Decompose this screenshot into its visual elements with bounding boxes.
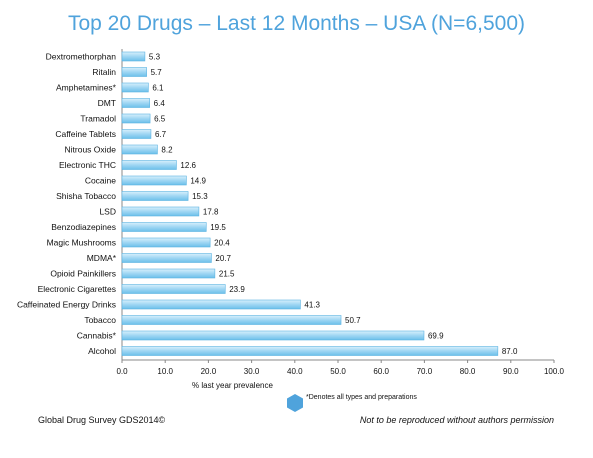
data-label: 17.8 xyxy=(203,208,219,217)
data-label: 8.2 xyxy=(161,146,173,155)
category-label: Caffeine Tablets xyxy=(55,129,116,139)
x-tick-label: 40.0 xyxy=(287,367,303,376)
bar xyxy=(121,51,146,62)
bar xyxy=(121,253,212,263)
x-tick-label: 100.0 xyxy=(544,367,565,376)
category-label: Electronic Cigarettes xyxy=(38,284,116,294)
x-tick-label: 80.0 xyxy=(460,367,476,376)
data-label: 69.9 xyxy=(428,332,444,341)
data-label: 20.4 xyxy=(214,239,230,248)
category-label: MDMA* xyxy=(87,253,117,263)
bar-chart: Dextromethorphan 5.3 Ritalin 5.7 Amphetamine… xyxy=(17,49,565,376)
legend: *Denotes all types and preparations xyxy=(286,393,417,413)
category-label: Tramadol xyxy=(80,114,116,124)
bar xyxy=(121,160,177,170)
category-label: Electronic THC xyxy=(59,160,116,170)
data-label: 14.9 xyxy=(190,177,206,186)
bar xyxy=(121,82,149,93)
bar xyxy=(121,284,226,294)
footer-source: Global Drug Survey GDS2014© xyxy=(38,415,166,425)
category-label: Alcohol xyxy=(88,346,116,356)
bar xyxy=(121,67,147,77)
data-label: 5.7 xyxy=(151,68,163,77)
x-tick-label: 20.0 xyxy=(201,367,217,376)
category-label: Cannabis* xyxy=(77,331,117,341)
data-label: 5.3 xyxy=(149,53,161,62)
data-label: 23.9 xyxy=(229,285,245,294)
category-label: Dextromethorphan xyxy=(46,52,117,62)
data-label: 15.3 xyxy=(192,192,208,201)
x-tick-label: 90.0 xyxy=(503,367,519,376)
category-label: Cocaine xyxy=(85,176,116,186)
bar xyxy=(121,222,207,232)
data-label: 19.5 xyxy=(210,223,226,232)
x-axis-label: % last year prevalence xyxy=(192,381,273,390)
bar xyxy=(121,175,187,186)
bar xyxy=(121,129,152,139)
category-label: Tobacco xyxy=(84,315,116,325)
data-label: 6.7 xyxy=(155,130,167,139)
x-tick-label: 0.0 xyxy=(116,367,128,376)
category-label: LSD xyxy=(99,207,116,217)
x-tick-label: 70.0 xyxy=(417,367,433,376)
bar xyxy=(121,98,150,108)
hexagon-icon xyxy=(287,394,303,412)
bar xyxy=(121,346,499,356)
data-label: 41.3 xyxy=(304,301,320,310)
x-tick-label: 10.0 xyxy=(157,367,173,376)
bar xyxy=(121,315,342,325)
data-label: 6.5 xyxy=(154,115,166,124)
bar xyxy=(121,330,425,341)
category-label: Magic Mushrooms xyxy=(47,238,116,248)
category-label: DMT xyxy=(98,98,116,108)
data-label: 87.0 xyxy=(502,347,518,356)
data-label: 50.7 xyxy=(345,316,361,325)
data-label: 21.5 xyxy=(219,270,235,279)
bar xyxy=(121,268,216,279)
category-label: Shisha Tobacco xyxy=(56,191,116,201)
data-label: 20.7 xyxy=(215,254,231,263)
data-label: 12.6 xyxy=(180,161,196,170)
data-label: 6.1 xyxy=(152,84,164,93)
category-label: Caffeinated Energy Drinks xyxy=(17,300,116,310)
chart-title: Top 20 Drugs – Last 12 Months – USA (N=6… xyxy=(67,12,525,35)
bar xyxy=(121,113,151,124)
data-label: 6.4 xyxy=(154,99,166,108)
x-tick-label: 30.0 xyxy=(244,367,260,376)
legend-note: *Denotes all types and preparations xyxy=(306,394,417,401)
category-label: Amphetamines* xyxy=(56,83,117,93)
category-label: Ritalin xyxy=(92,67,116,77)
bar xyxy=(121,191,189,201)
bar xyxy=(121,237,211,248)
bar xyxy=(121,206,200,217)
bar xyxy=(121,144,158,155)
category-label: Opioid Painkillers xyxy=(50,269,116,279)
bar xyxy=(121,299,301,310)
x-tick-label: 60.0 xyxy=(373,367,389,376)
category-label: Nitrous Oxide xyxy=(65,145,117,155)
x-tick-label: 50.0 xyxy=(330,367,346,376)
category-label: Benzodiazepines xyxy=(51,222,116,232)
footer-copyright-notice: Not to be reproduced without authors per… xyxy=(359,415,554,425)
